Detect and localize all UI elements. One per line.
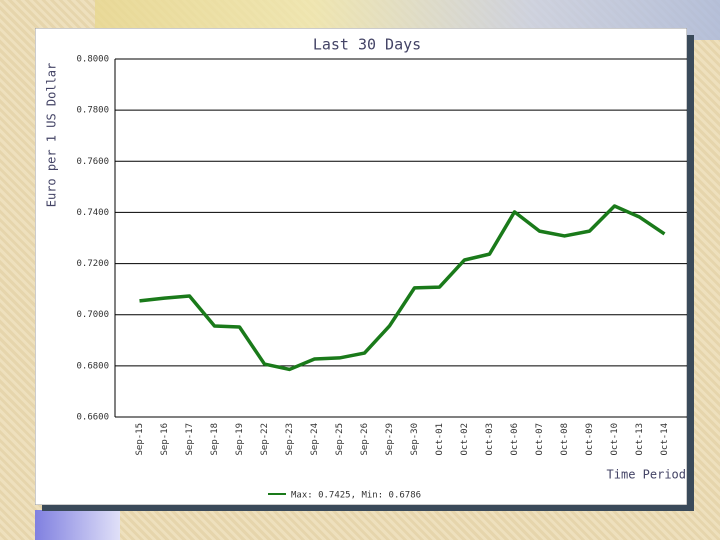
x-tick-label: Oct-01	[435, 423, 445, 456]
x-tick-label: Sep-23	[285, 423, 295, 456]
y-tick-label: 0.7400	[76, 208, 109, 218]
x-tick-label: Oct-13	[635, 423, 645, 456]
y-tick-label: 0.8000	[76, 55, 109, 65]
x-tick-label: Oct-07	[535, 423, 545, 456]
chart-title: Last 30 Days	[313, 36, 421, 54]
x-tick-label: Sep-22	[260, 423, 270, 456]
chart: Last 30 Days Euro per 1 US Dollar Time P…	[35, 28, 687, 505]
x-tick-label: Sep-26	[360, 423, 370, 456]
y-tick-label: 0.7600	[76, 157, 109, 167]
y-tick-label: 0.7800	[76, 106, 109, 116]
x-axis-label: Time Period	[607, 468, 686, 482]
accent-strip	[35, 510, 120, 540]
y-tick-label: 0.6600	[76, 413, 109, 423]
x-tick-label: Oct-10	[610, 423, 620, 456]
x-tick-label: Sep-30	[410, 423, 420, 456]
x-tick-label: Oct-06	[510, 423, 520, 456]
x-tick-label: Sep-19	[235, 423, 245, 456]
y-tick-label: 0.6800	[76, 361, 109, 371]
x-tick-label: Sep-24	[310, 423, 320, 456]
x-tick-label: Sep-18	[210, 423, 220, 456]
x-tick-label: Sep-16	[160, 423, 170, 456]
x-tick-label: Oct-02	[460, 423, 470, 456]
chart-background	[35, 28, 687, 505]
x-tick-label: Sep-15	[135, 423, 145, 456]
y-tick-label: 0.7000	[76, 310, 109, 320]
x-tick-label: Oct-03	[485, 423, 495, 456]
x-tick-label: Sep-17	[185, 423, 195, 456]
y-tick-label: 0.7200	[76, 259, 109, 269]
y-axis-label: Euro per 1 US Dollar	[45, 63, 59, 208]
x-tick-label: Sep-29	[385, 423, 395, 456]
legend-label: Max: 0.7425, Min: 0.6786	[291, 491, 421, 501]
x-tick-label: Oct-08	[560, 423, 570, 456]
x-tick-label: Oct-14	[660, 423, 670, 456]
data-line	[139, 204, 666, 372]
x-tick-label: Oct-09	[585, 423, 595, 456]
x-tick-label: Sep-25	[335, 423, 345, 456]
